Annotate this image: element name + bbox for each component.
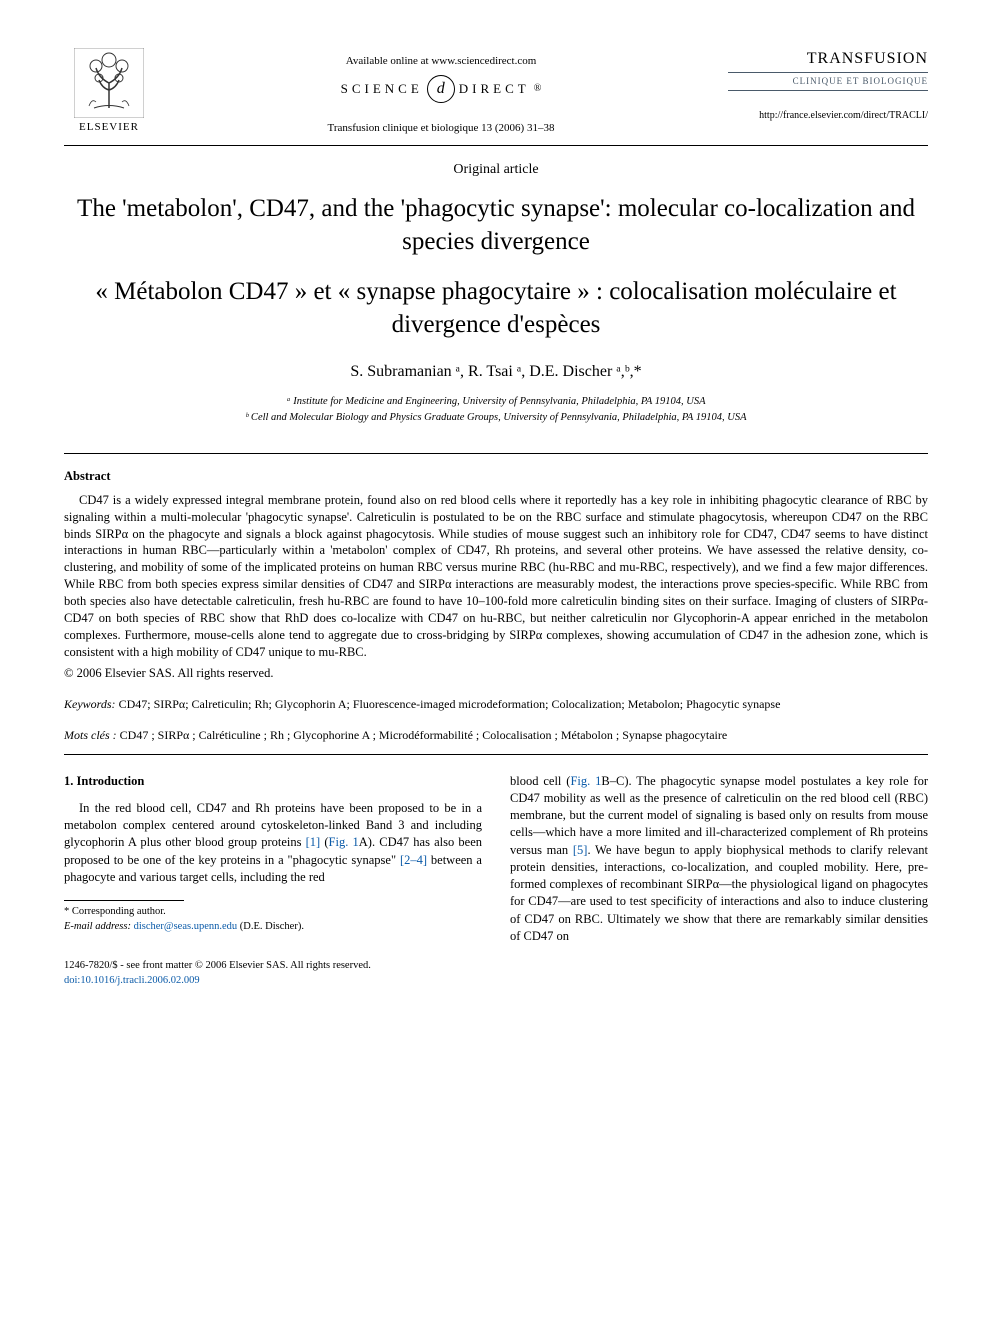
article-title-en: The 'metabolon', CD47, and the 'phagocyt…	[64, 193, 928, 258]
email-line: E-mail address: discher@seas.upenn.edu (…	[64, 920, 482, 935]
email-link[interactable]: discher@seas.upenn.edu	[134, 921, 238, 932]
abstract-copyright: © 2006 Elsevier SAS. All rights reserved…	[64, 665, 928, 683]
sd-d-icon: d	[427, 75, 455, 103]
keywords-fr-list: CD47 ; SIRPα ; Calréticuline ; Rh ; Glyc…	[120, 728, 728, 742]
sd-left: SCIENCE	[341, 80, 423, 98]
available-online-text: Available online at www.sciencedirect.co…	[154, 54, 728, 69]
abstract-body: CD47 is a widely expressed integral memb…	[64, 492, 928, 661]
journal-reference: Transfusion clinique et biologique 13 (2…	[154, 121, 728, 136]
intro-paragraph-right: blood cell (Fig. 1B–C). The phagocytic s…	[510, 773, 928, 946]
section-heading-intro: 1. Introduction	[64, 773, 482, 790]
corresponding-author-note: * Corresponding author.	[64, 905, 482, 920]
affiliation-a: ᵃ Institute for Medicine and Engineering…	[64, 394, 928, 410]
journal-url[interactable]: http://france.elsevier.com/direct/TRACLI…	[728, 109, 928, 123]
fig-ref-1b[interactable]: Fig. 1	[570, 774, 601, 788]
citation-ref-2-4[interactable]: [2–4]	[400, 853, 427, 867]
affiliations: ᵃ Institute for Medicine and Engineering…	[64, 394, 928, 426]
article-title-fr: « Métabolon CD47 » et « synapse phagocyt…	[64, 276, 928, 341]
page-footer: 1246-7820/$ - see front matter © 2006 El…	[64, 959, 928, 988]
email-author-name: (D.E. Discher).	[237, 921, 304, 932]
email-label: E-mail address:	[64, 921, 131, 932]
fig-ref-1[interactable]: Fig. 1	[329, 835, 359, 849]
publisher-label: ELSEVIER	[79, 120, 139, 135]
elsevier-tree-icon	[74, 48, 144, 118]
abstract-bottom-rule	[64, 754, 928, 755]
body-columns: 1. Introduction In the red blood cell, C…	[64, 773, 928, 946]
keywords-fr: Mots clés : CD47 ; SIRPα ; Calréticuline…	[64, 727, 928, 744]
authors: S. Subramanian ᵃ, R. Tsai ᵃ, D.E. Dische…	[64, 361, 928, 383]
footnotes: * Corresponding author. E-mail address: …	[64, 905, 482, 934]
column-right: blood cell (Fig. 1B–C). The phagocytic s…	[510, 773, 928, 946]
journal-subtitle: CLINIQUE ET BIOLOGIQUE	[728, 72, 928, 91]
header-center: Available online at www.sciencedirect.co…	[154, 48, 728, 137]
publisher-block: ELSEVIER	[64, 48, 154, 135]
affiliation-b: ᵇ Cell and Molecular Biology and Physics…	[64, 410, 928, 426]
citation-ref-5[interactable]: [5]	[573, 843, 588, 857]
front-matter-line: 1246-7820/$ - see front matter © 2006 El…	[64, 959, 928, 974]
keywords-en: Keywords: CD47; SIRPα; Calreticulin; Rh;…	[64, 696, 928, 713]
header-rule	[64, 145, 928, 146]
article-type: Original article	[64, 160, 928, 180]
sd-right: DIRECT	[459, 80, 530, 98]
column-left: 1. Introduction In the red blood cell, C…	[64, 773, 482, 946]
footnote-rule	[64, 900, 184, 901]
sciencedirect-logo: SCIENCE d DIRECT ®	[341, 75, 542, 103]
keywords-fr-label: Mots clés :	[64, 728, 117, 742]
doi-link[interactable]: doi:10.1016/j.tracli.2006.02.009	[64, 974, 928, 989]
abstract-heading: Abstract	[64, 468, 928, 486]
keywords-en-list: CD47; SIRPα; Calreticulin; Rh; Glycophor…	[119, 697, 781, 711]
citation-ref-1[interactable]: [1]	[306, 835, 321, 849]
journal-title: TRANSFUSION	[728, 48, 928, 70]
intro-paragraph-left: In the red blood cell, CD47 and Rh prote…	[64, 800, 482, 886]
journal-block: TRANSFUSION CLINIQUE ET BIOLOGIQUE http:…	[728, 48, 928, 123]
page: ELSEVIER Available online at www.science…	[0, 0, 992, 1028]
header-row: ELSEVIER Available online at www.science…	[64, 48, 928, 137]
keywords-en-label: Keywords:	[64, 697, 116, 711]
abstract-top-rule	[64, 453, 928, 454]
